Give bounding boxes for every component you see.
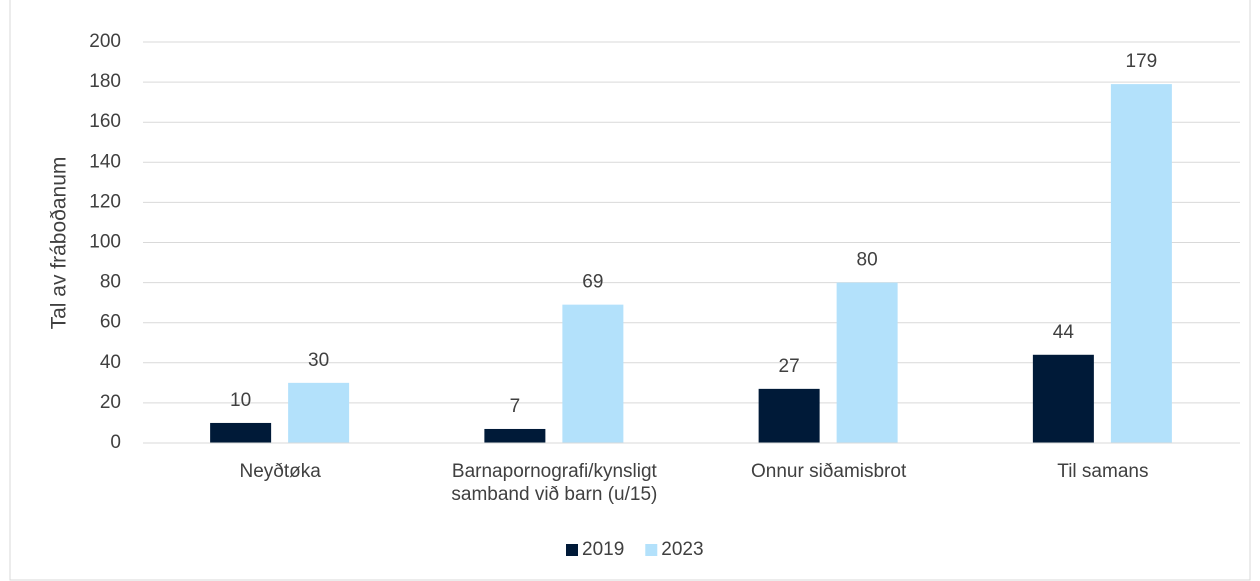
y-tick-label: 180 <box>89 71 121 92</box>
chart-border <box>9 0 1251 581</box>
data-label: 80 <box>857 250 878 271</box>
bar <box>210 422 272 443</box>
y-tick-label: 0 <box>110 432 121 453</box>
data-label: 44 <box>1053 322 1075 343</box>
y-tick-label: 200 <box>89 31 121 52</box>
x-tick-label: Barnapornografi/kynsligt samband við bar… <box>451 461 658 505</box>
y-tick-label: 40 <box>100 352 121 373</box>
bar <box>288 382 350 443</box>
legend-label: 2023 <box>661 539 703 560</box>
y-tick-label: 100 <box>89 232 121 253</box>
legend-label: 2019 <box>582 539 624 560</box>
y-tick-label: 80 <box>100 272 121 293</box>
bar <box>484 428 546 443</box>
data-label: 27 <box>779 356 800 377</box>
data-label: 69 <box>582 272 603 293</box>
data-label: 179 <box>1126 51 1158 72</box>
data-label: 10 <box>230 390 251 411</box>
bar <box>1110 84 1172 443</box>
bar <box>1032 354 1094 443</box>
y-tick-label: 140 <box>89 151 121 172</box>
data-label: 30 <box>308 350 329 371</box>
bar <box>562 304 624 443</box>
x-tick-label: Onnur siðamisbrot <box>751 461 907 482</box>
x-tick-label: Neyðtøka <box>239 461 321 482</box>
data-label: 7 <box>510 396 521 417</box>
y-tick-label: 120 <box>89 191 121 212</box>
y-tick-label: 160 <box>89 111 121 132</box>
y-tick-label: 20 <box>100 392 121 413</box>
legend-swatch <box>566 544 578 556</box>
bar <box>758 388 820 443</box>
y-axis-label: Tal av fráboðanum <box>48 157 71 330</box>
y-tick-label: 60 <box>100 312 121 333</box>
bar <box>836 282 898 443</box>
legend-swatch <box>645 544 658 556</box>
x-tick-label: Til samans <box>1057 461 1149 482</box>
